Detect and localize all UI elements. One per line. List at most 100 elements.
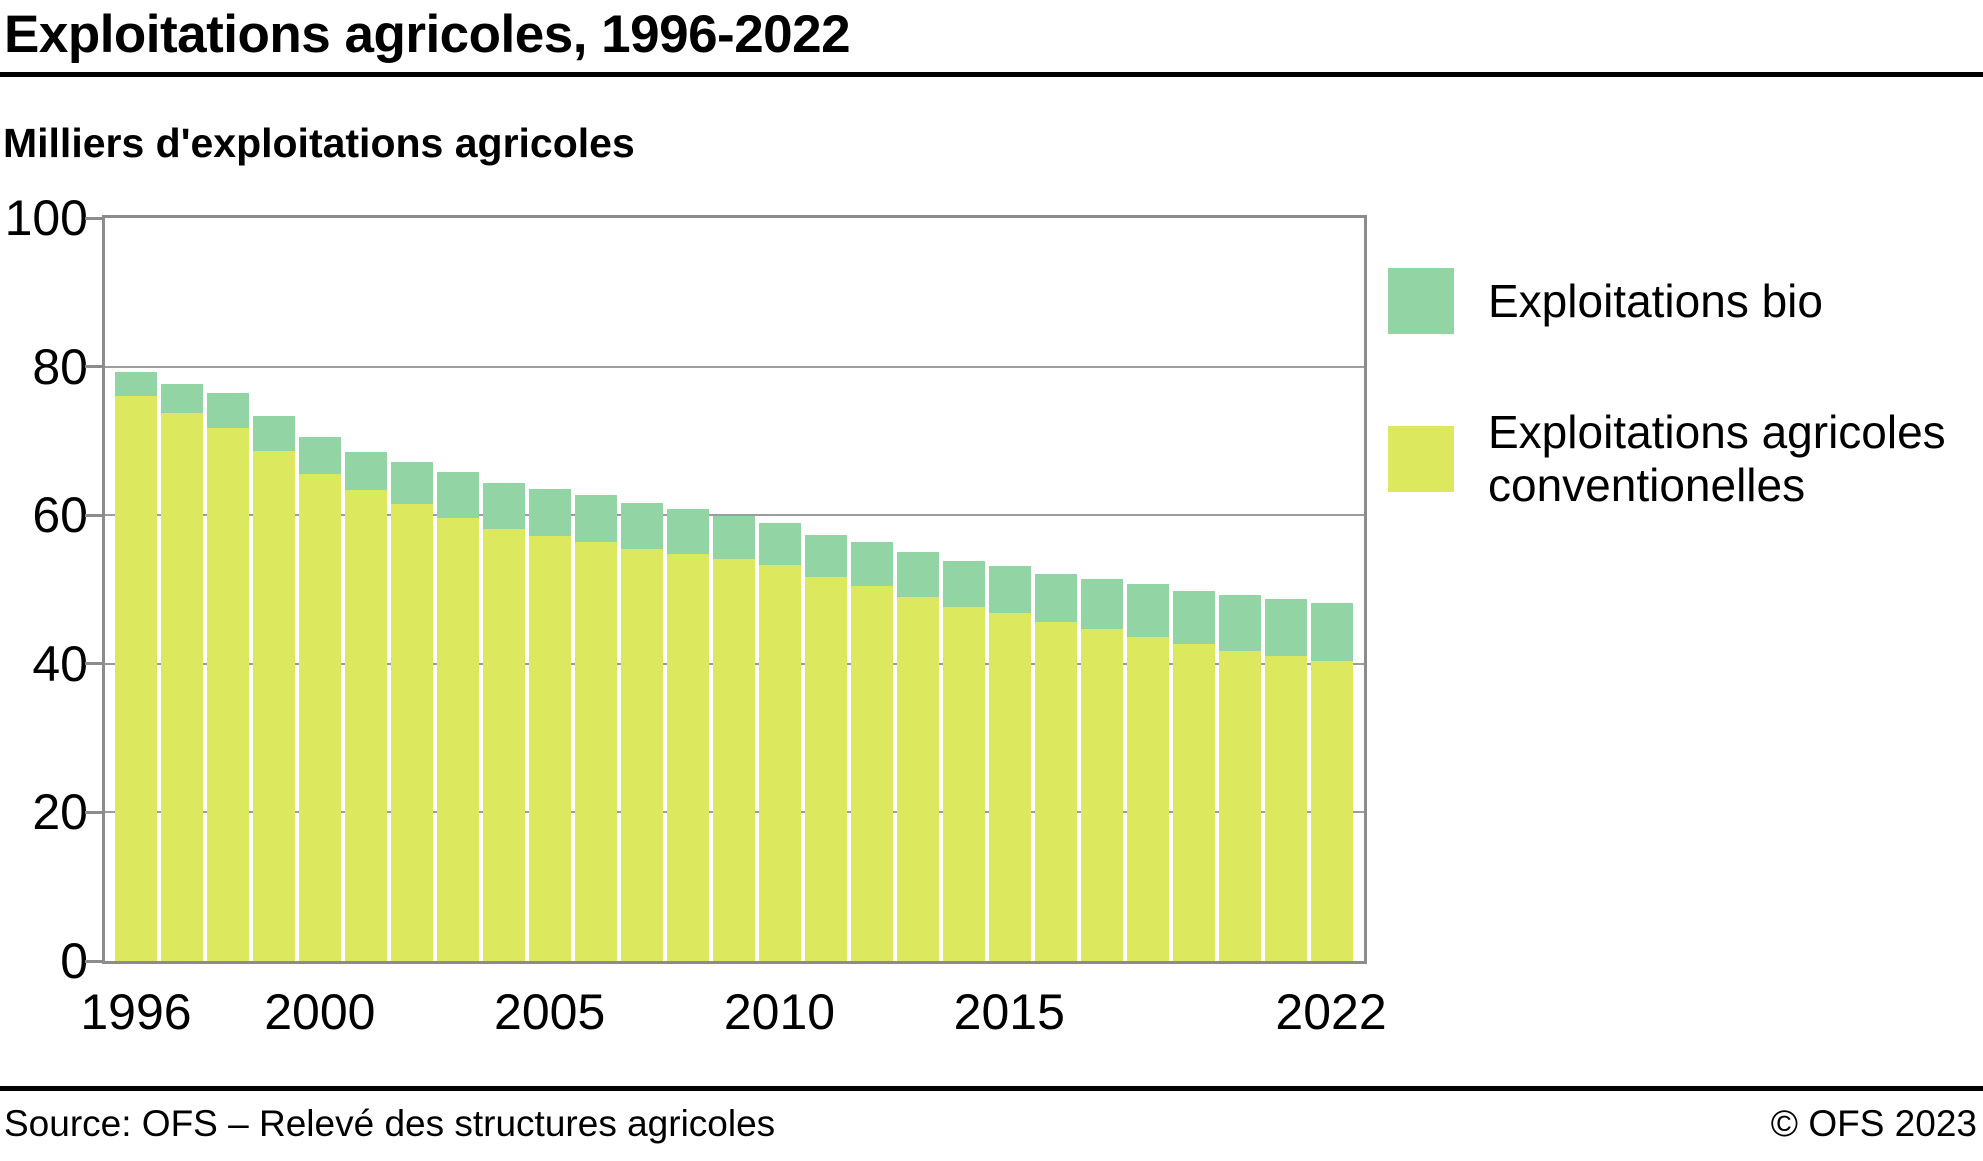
bar-2002	[391, 218, 433, 961]
bar-2016	[1035, 218, 1077, 961]
bar-segment-conventional-2007	[621, 549, 663, 961]
bar-segment-conventional-2022	[1311, 660, 1353, 961]
bar-segment-bio-2016	[1035, 573, 1077, 623]
y-tick-mark-40	[85, 662, 102, 666]
bar-segment-bio-2010	[759, 523, 801, 565]
bar-1999	[253, 218, 295, 961]
legend: Exploitations bio Exploitations agricole…	[1388, 268, 1946, 512]
bar-2013	[897, 218, 939, 961]
footer-source: Source: OFS – Relevé des structures agri…	[4, 1103, 776, 1144]
y-tick-mark-60	[85, 513, 102, 517]
y-tick-mark-20	[85, 810, 102, 814]
page-title: Exploitations agricoles, 1996-2022	[4, 5, 851, 64]
bar-2020	[1219, 218, 1261, 961]
gridline-80	[105, 365, 1364, 368]
legend-label-bio: Exploitations bio	[1488, 274, 1823, 327]
bar-segment-conventional-1997	[161, 413, 203, 961]
bar-segment-bio-2013	[897, 552, 939, 597]
bar-segment-conventional-2017	[1081, 628, 1123, 961]
bar-segment-conventional-2002	[391, 504, 433, 961]
plot-area	[85, 215, 1367, 964]
bar-segment-bio-2007	[621, 503, 663, 550]
x-tick-label-1996: 1996	[80, 984, 192, 1040]
legend-item-bio: Exploitations bio	[1388, 268, 1946, 334]
bar-segment-bio-2014	[943, 561, 985, 607]
conventional-swatch-icon	[1388, 425, 1454, 492]
bar-segment-conventional-2018	[1127, 637, 1169, 961]
bar-segment-bio-1999	[253, 415, 295, 452]
bar-segment-bio-2006	[575, 495, 617, 542]
bar-segment-conventional-2020	[1219, 651, 1261, 961]
bar-segment-bio-2019	[1173, 591, 1215, 645]
bar-2007	[621, 218, 663, 961]
y-tick-label-100: 100	[4, 190, 88, 246]
bar-segment-bio-2008	[667, 509, 709, 554]
bio-swatch-icon	[1388, 268, 1454, 334]
bar-segment-conventional-2011	[805, 576, 847, 961]
bar-1996	[115, 218, 157, 961]
bar-segment-conventional-2013	[897, 596, 939, 961]
bar-segment-bio-1996	[115, 371, 157, 396]
bar-segment-conventional-2003	[437, 518, 479, 961]
bar-segment-conventional-2010	[759, 564, 801, 961]
bar-segment-conventional-2006	[575, 541, 617, 961]
x-tick-label-2005: 2005	[494, 984, 606, 1040]
bar-2006	[575, 218, 617, 961]
bar-segment-conventional-2021	[1265, 655, 1307, 961]
bar-2019	[1173, 218, 1215, 961]
x-axis: 1996 2000 2005 2010 2015 2022	[80, 984, 1386, 1045]
footer-copyright: © OFS 2023	[1770, 1103, 1977, 1144]
bar-1998	[207, 218, 249, 961]
bar-segment-bio-2003	[437, 472, 479, 519]
bar-2012	[851, 218, 893, 961]
bar-segment-bio-1997	[161, 383, 203, 414]
chart-subtitle: Milliers d'exploitations agricoles	[3, 120, 635, 166]
bar-segment-bio-2020	[1219, 595, 1261, 652]
bar-2010	[759, 218, 801, 961]
bar-segment-conventional-1999	[253, 451, 295, 961]
bar-segment-conventional-2009	[713, 559, 755, 961]
bar-segment-conventional-2001	[345, 489, 387, 961]
title-divider	[0, 72, 1983, 77]
bar-2008	[667, 218, 709, 961]
x-tick-label-2000: 2000	[264, 984, 376, 1040]
bars-row	[105, 218, 1364, 961]
legend-label-conventional: Exploitations agricoles conventionelles	[1488, 406, 1946, 511]
bar-segment-conventional-2012	[851, 585, 893, 961]
bar-2011	[805, 218, 847, 961]
bar-segment-bio-2001	[345, 452, 387, 490]
bar-segment-conventional-2000	[299, 473, 341, 961]
x-tick-label-2010: 2010	[723, 984, 836, 1040]
y-tick-mark-0	[85, 959, 102, 963]
bar-segment-bio-2012	[851, 541, 893, 586]
bar-segment-bio-1998	[207, 393, 249, 428]
bar-segment-conventional-2008	[667, 553, 709, 961]
bar-2003	[437, 218, 479, 961]
y-tick-label-40: 40	[32, 635, 88, 692]
bar-2000	[299, 218, 341, 961]
bar-segment-bio-2005	[529, 489, 571, 537]
bar-segment-bio-2022	[1311, 602, 1353, 661]
bar-segment-conventional-2015	[989, 613, 1031, 961]
bar-segment-conventional-2014	[943, 606, 985, 961]
bar-1997	[161, 218, 203, 961]
bar-segment-bio-2015	[989, 565, 1031, 614]
bar-2001	[345, 218, 387, 961]
legend-item-conventional: Exploitations agricoles conventionelles	[1388, 406, 1946, 512]
bar-2014	[943, 218, 985, 961]
bar-segment-bio-2000	[299, 437, 341, 474]
bar-segment-bio-2009	[713, 515, 755, 560]
bar-segment-conventional-1998	[207, 427, 249, 961]
bar-2018	[1127, 218, 1169, 961]
bar-2005	[529, 218, 571, 961]
bar-segment-conventional-2019	[1173, 644, 1215, 961]
bar-segment-bio-2018	[1127, 584, 1169, 638]
y-tick-label-20: 20	[32, 784, 88, 841]
y-tick-label-0: 0	[60, 933, 88, 989]
y-tick-label-60: 60	[32, 487, 88, 544]
bar-2017	[1081, 218, 1123, 961]
bar-segment-conventional-2005	[529, 536, 571, 961]
footer-divider	[0, 1086, 1983, 1091]
bar-segment-bio-2021	[1265, 599, 1307, 656]
